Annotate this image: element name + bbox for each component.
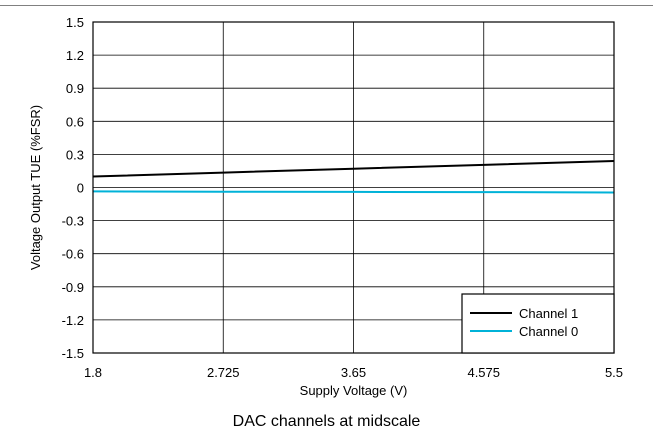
y-tick-label: 0 [77,181,84,196]
x-tick-label: 2.725 [207,365,240,380]
y-tick-label: -0.9 [62,280,84,295]
y-tick-label: 1.2 [66,48,84,63]
x-tick-labels: 1.8 2.725 3.65 4.575 5.5 [84,365,623,380]
series-line-channel-0 [92,190,615,194]
tue-vs-supply-chart: 1.5 1.2 0.9 0.6 0.3 0 -0.3 -0.6 -0.9 -1.2 -1.5 1.8… [28,15,623,398]
x-tick-label: 5.5 [605,365,623,380]
y-tick-label: -1.2 [62,313,84,328]
y-tick-label: -0.6 [62,247,84,262]
x-axis-label: Supply Voltage (V) [300,383,408,398]
legend: Channel 1 Channel 0 [461,293,615,354]
y-axis-label: Voltage Output TUE (%FSR) [28,105,43,270]
y-tick-label: -0.3 [62,214,84,229]
y-tick-label: 1.5 [66,15,84,30]
top-rule [0,5,653,6]
x-tick-label: 3.65 [341,365,366,380]
series-line-channel-1 [92,160,615,178]
legend-box [461,293,615,354]
y-tick-label: 0.3 [66,147,84,162]
series-lines [92,160,615,194]
y-tick-label: 0.6 [66,114,84,129]
plot-frame [92,21,615,354]
chart-caption: DAC channels at midscale [232,413,421,430]
y-tick-label: 0.9 [66,81,84,96]
y-tick-labels: 1.5 1.2 0.9 0.6 0.3 0 -0.3 -0.6 -0.9 -1.2 -1.5 [62,15,84,361]
x-tick-label: 1.8 [84,365,102,380]
x-tick-label: 4.575 [467,365,500,380]
legend-label: Channel 1 [519,306,578,321]
legend-label: Channel 0 [519,324,578,339]
y-tick-label: -1.5 [62,346,84,361]
